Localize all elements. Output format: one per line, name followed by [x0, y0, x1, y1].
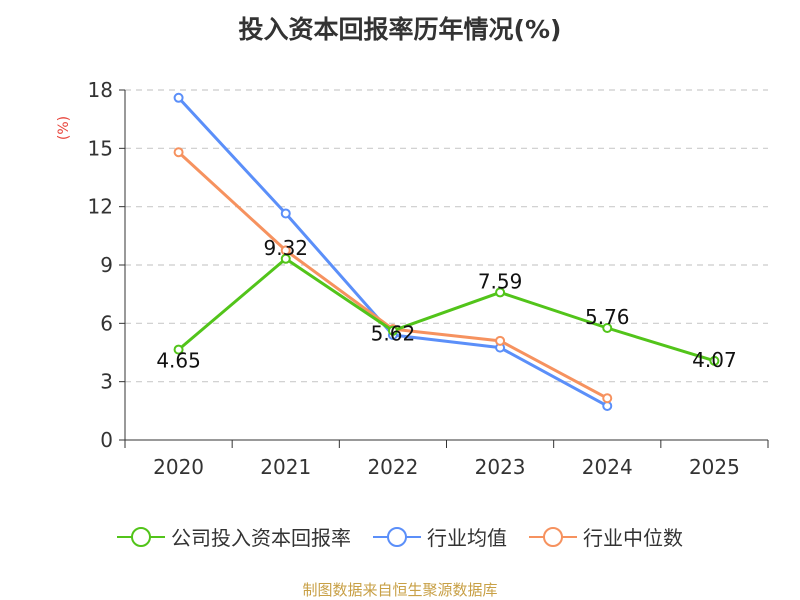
y-tick-label: 6	[100, 311, 113, 335]
x-tick-label: 2022	[367, 455, 418, 479]
legend: 公司投入资本回报率 行业均值 行业中位数	[0, 522, 800, 551]
legend-marker	[543, 526, 563, 547]
data-point	[173, 92, 184, 103]
data-label: 4.65	[156, 349, 201, 373]
data-point	[495, 287, 506, 298]
y-tick-label: 12	[88, 195, 113, 219]
legend-label-industry-median: 行业中位数	[583, 526, 683, 550]
data-label: 9.32	[263, 236, 308, 260]
data-label: 5.62	[371, 322, 416, 346]
data-point	[387, 325, 398, 336]
legend-marker	[131, 526, 151, 547]
x-tick-label: 2025	[689, 455, 740, 479]
axis-layer: 0 3 6 9 12 15 18 2020 2021 2022 2023 2024 2025	[88, 78, 769, 479]
data-point	[602, 393, 613, 404]
series-layer	[173, 92, 720, 411]
y-axis-label: (%)	[56, 116, 72, 140]
data-label: 5.76	[585, 305, 630, 329]
legend-item-industry-median[interactable]: 行业中位数	[529, 522, 683, 551]
data-point	[173, 147, 184, 158]
x-tick-label: 2024	[582, 455, 633, 479]
series-line-2	[177, 151, 608, 400]
data-point	[602, 323, 613, 333]
data-source-note: 制图数据来自恒生聚源数据库	[302, 581, 498, 599]
legend-swatch-industry-mean	[373, 526, 421, 547]
legend-marker	[387, 526, 407, 547]
series-line-1	[177, 96, 608, 408]
legend-label-industry-mean: 行业均值	[427, 526, 507, 550]
data-point	[173, 344, 184, 355]
x-tick-label: 2020	[153, 455, 204, 479]
legend-label-company: 公司投入资本回报率	[171, 526, 351, 550]
x-tick-label: 2021	[260, 455, 311, 479]
data-point	[709, 355, 720, 366]
data-point	[280, 208, 291, 219]
legend-item-company[interactable]: 公司投入资本回报率	[117, 522, 351, 551]
legend-swatch-industry-median	[529, 526, 577, 547]
y-tick-label: 0	[100, 428, 113, 452]
chart-title: 投入资本回报率历年情况(%)	[238, 15, 562, 44]
data-label-layer: 4.65 9.32 5.62 7.59 5.76 4.07	[156, 236, 736, 373]
y-tick-label: 15	[88, 136, 113, 160]
y-tick-label: 18	[88, 78, 113, 102]
legend-swatch-company	[117, 526, 165, 547]
x-tick-label: 2023	[475, 455, 526, 479]
data-label: 7.59	[478, 269, 523, 293]
y-tick-label: 3	[100, 370, 113, 394]
y-tick-label: 9	[100, 253, 113, 277]
data-label: 4.07	[692, 348, 737, 372]
data-point	[495, 335, 506, 346]
data-point	[280, 253, 291, 264]
grid-layer	[125, 89, 768, 383]
series-line-0	[177, 257, 715, 363]
legend-item-industry-mean[interactable]: 行业均值	[373, 522, 507, 551]
